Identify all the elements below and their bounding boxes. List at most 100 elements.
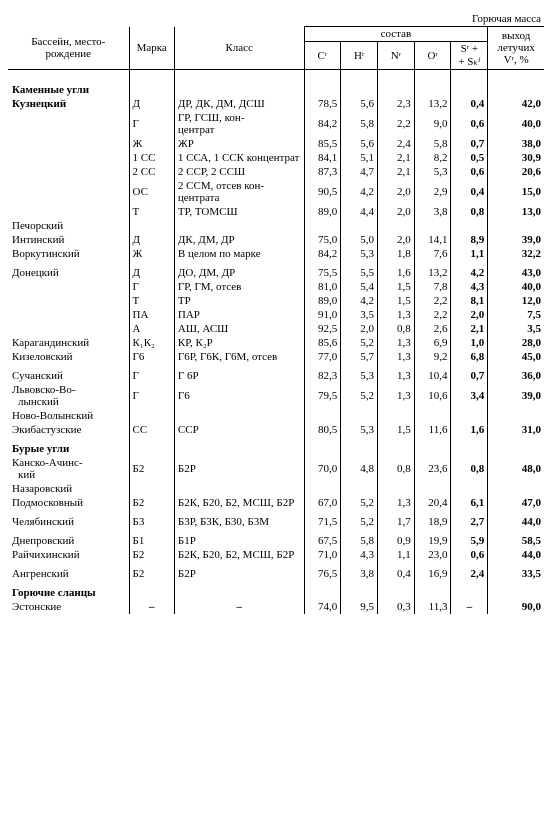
section-row: Бурые угли xyxy=(8,437,544,456)
class-cell xyxy=(174,78,304,97)
h-cell: 4,7 xyxy=(341,165,378,179)
basin-cell: Экибастузские xyxy=(8,423,129,437)
basin-cell: Сучанский xyxy=(8,364,129,383)
n-cell xyxy=(378,482,415,496)
class-cell: ССР xyxy=(174,423,304,437)
c-cell: 89,0 xyxy=(304,294,341,308)
num-cell xyxy=(341,78,378,97)
s-cell: 6,1 xyxy=(451,496,488,510)
o-cell: 13,2 xyxy=(414,97,451,111)
mark-cell: Б2 xyxy=(129,456,174,482)
s-cell xyxy=(451,482,488,496)
h-cell: 2,0 xyxy=(341,322,378,336)
n-cell: 1,3 xyxy=(378,336,415,350)
o-cell: 10,4 xyxy=(414,364,451,383)
h-cell: 5,3 xyxy=(341,364,378,383)
class-cell: ДО, ДМ, ДР xyxy=(174,261,304,280)
hdr-h: Hʳ xyxy=(341,42,378,70)
n-cell: 1,3 xyxy=(378,308,415,322)
v-cell xyxy=(488,409,544,423)
class-cell: Г6Р, Г6К, Г6М, отсев xyxy=(174,350,304,364)
n-cell: 2,0 xyxy=(378,205,415,219)
h-cell: 4,2 xyxy=(341,179,378,205)
o-cell: 18,9 xyxy=(414,510,451,529)
s-cell: 0,4 xyxy=(451,97,488,111)
v-cell: 47,0 xyxy=(488,496,544,510)
c-cell: 71,0 xyxy=(304,548,341,562)
o-cell: 8,2 xyxy=(414,151,451,165)
o-cell: 13,2 xyxy=(414,261,451,280)
basin-cell xyxy=(8,165,129,179)
table-row: ПодмосковныйБ2Б2К, Б20, Б2, МСШ, Б2Р67,0… xyxy=(8,496,544,510)
basin-cell: Эстонские xyxy=(8,600,129,614)
class-cell: Б2Р xyxy=(174,456,304,482)
mark-cell xyxy=(129,409,174,423)
v-cell: 40,0 xyxy=(488,280,544,294)
v-cell: 42,0 xyxy=(488,97,544,111)
table-row: ДнепровскийБ1Б1Р67,55,80,919,95,958,5 xyxy=(8,529,544,548)
basin-cell: Львовско-Во- лынский xyxy=(8,383,129,409)
class-cell: ПАР xyxy=(174,308,304,322)
num-cell xyxy=(304,437,341,456)
c-cell: 84,2 xyxy=(304,247,341,261)
s-cell: 2,4 xyxy=(451,562,488,581)
num-cell xyxy=(414,437,451,456)
basin-cell xyxy=(8,308,129,322)
mark-cell: Б3 xyxy=(129,510,174,529)
c-cell: 76,5 xyxy=(304,562,341,581)
class-cell: ТР xyxy=(174,294,304,308)
table-row: ЧелябинскийБ3Б3Р, Б3К, Б30, Б3М71,55,21,… xyxy=(8,510,544,529)
num-cell xyxy=(488,78,544,97)
s-cell xyxy=(451,219,488,233)
mark-cell: Г xyxy=(129,364,174,383)
s-cell: 0,6 xyxy=(451,165,488,179)
h-cell: 5,6 xyxy=(341,97,378,111)
h-cell: 4,4 xyxy=(341,205,378,219)
n-cell: 1,3 xyxy=(378,364,415,383)
mark-cell: Б2 xyxy=(129,562,174,581)
c-cell: 84,2 xyxy=(304,111,341,137)
mark-cell: Ж xyxy=(129,137,174,151)
class-cell: Б1Р xyxy=(174,529,304,548)
o-cell: 23,6 xyxy=(414,456,451,482)
v-cell: 39,0 xyxy=(488,233,544,247)
c-cell: 80,5 xyxy=(304,423,341,437)
o-cell: 2,2 xyxy=(414,308,451,322)
class-cell: Б2К, Б20, Б2, МСШ, Б2Р xyxy=(174,548,304,562)
o-cell: 3,8 xyxy=(414,205,451,219)
n-cell: 1,8 xyxy=(378,247,415,261)
v-cell: 13,0 xyxy=(488,205,544,219)
v-cell: 32,2 xyxy=(488,247,544,261)
o-cell xyxy=(414,482,451,496)
h-cell: 3,5 xyxy=(341,308,378,322)
v-cell: 3,5 xyxy=(488,322,544,336)
basin-cell xyxy=(8,294,129,308)
table-row: ЭкибастузскиеССССР80,55,31,511,61,631,0 xyxy=(8,423,544,437)
h-cell: 5,2 xyxy=(341,383,378,409)
section-title: Горючие сланцы xyxy=(8,581,129,600)
o-cell: 2,2 xyxy=(414,294,451,308)
basin-cell: Ново-Волынский xyxy=(8,409,129,423)
hdr-n: Nʳ xyxy=(378,42,415,70)
section-title: Каменные угли xyxy=(8,78,129,97)
mark-cell: Ж xyxy=(129,247,174,261)
top-label-row: Горючая масса xyxy=(8,12,544,27)
v-cell: 15,0 xyxy=(488,179,544,205)
table-row: ПАПАР91,03,51,32,22,07,5 xyxy=(8,308,544,322)
class-cell: Г 6Р xyxy=(174,364,304,383)
class-cell: АШ, АСШ xyxy=(174,322,304,336)
hdr-s: Sʳ + + Sₖᶠ xyxy=(451,42,488,70)
section-title: Бурые угли xyxy=(8,437,129,456)
table-row: Назаровский xyxy=(8,482,544,496)
o-cell: 11,3 xyxy=(414,600,451,614)
class-cell: КР, К₂Р xyxy=(174,336,304,350)
mark-cell: ПА xyxy=(129,308,174,322)
v-cell: 39,0 xyxy=(488,383,544,409)
v-cell: 36,0 xyxy=(488,364,544,383)
o-cell: 5,3 xyxy=(414,165,451,179)
num-cell xyxy=(414,581,451,600)
v-cell: 28,0 xyxy=(488,336,544,350)
basin-cell xyxy=(8,179,129,205)
table-row: Канско-Ачинс- кийБ2Б2Р70,04,80,823,60,84… xyxy=(8,456,544,482)
c-cell: 67,5 xyxy=(304,529,341,548)
